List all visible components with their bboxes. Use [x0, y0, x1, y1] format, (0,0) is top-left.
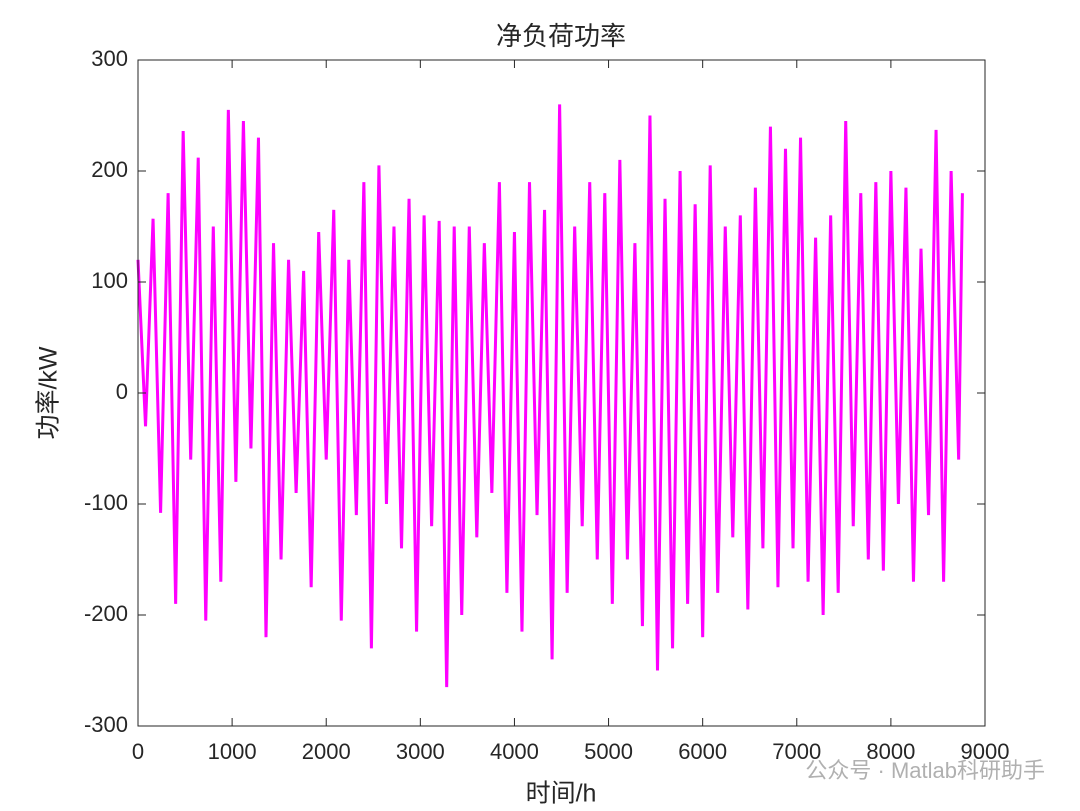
chart-title: 净负荷功率 [496, 21, 626, 51]
x-tick-label: 0 [132, 739, 144, 764]
data-line [136, 104, 964, 688]
x-tick-label: 4000 [490, 739, 539, 764]
x-axis-label: 时间/h [526, 780, 597, 808]
x-tick-label: 8000 [866, 739, 915, 764]
x-tick-label: 5000 [584, 739, 633, 764]
x-tick-label: 1000 [208, 739, 257, 764]
y-tick-label: 0 [116, 379, 128, 404]
y-tick-label: -100 [84, 490, 128, 515]
y-axis-label: 功率/kW [35, 346, 63, 439]
y-tick-label: -200 [84, 601, 128, 626]
x-tick-label: 7000 [772, 739, 821, 764]
y-tick-label: 100 [91, 268, 128, 293]
x-tick-label: 9000 [961, 739, 1010, 764]
y-tick-label: -300 [84, 712, 128, 737]
y-tick-label: 300 [91, 46, 128, 71]
y-tick-label: 200 [91, 157, 128, 182]
watermark: 公众号 · Matlab科研助手 [805, 758, 1045, 783]
x-tick-label: 3000 [396, 739, 445, 764]
x-tick-label: 2000 [302, 739, 351, 764]
x-tick-label: 6000 [678, 739, 727, 764]
